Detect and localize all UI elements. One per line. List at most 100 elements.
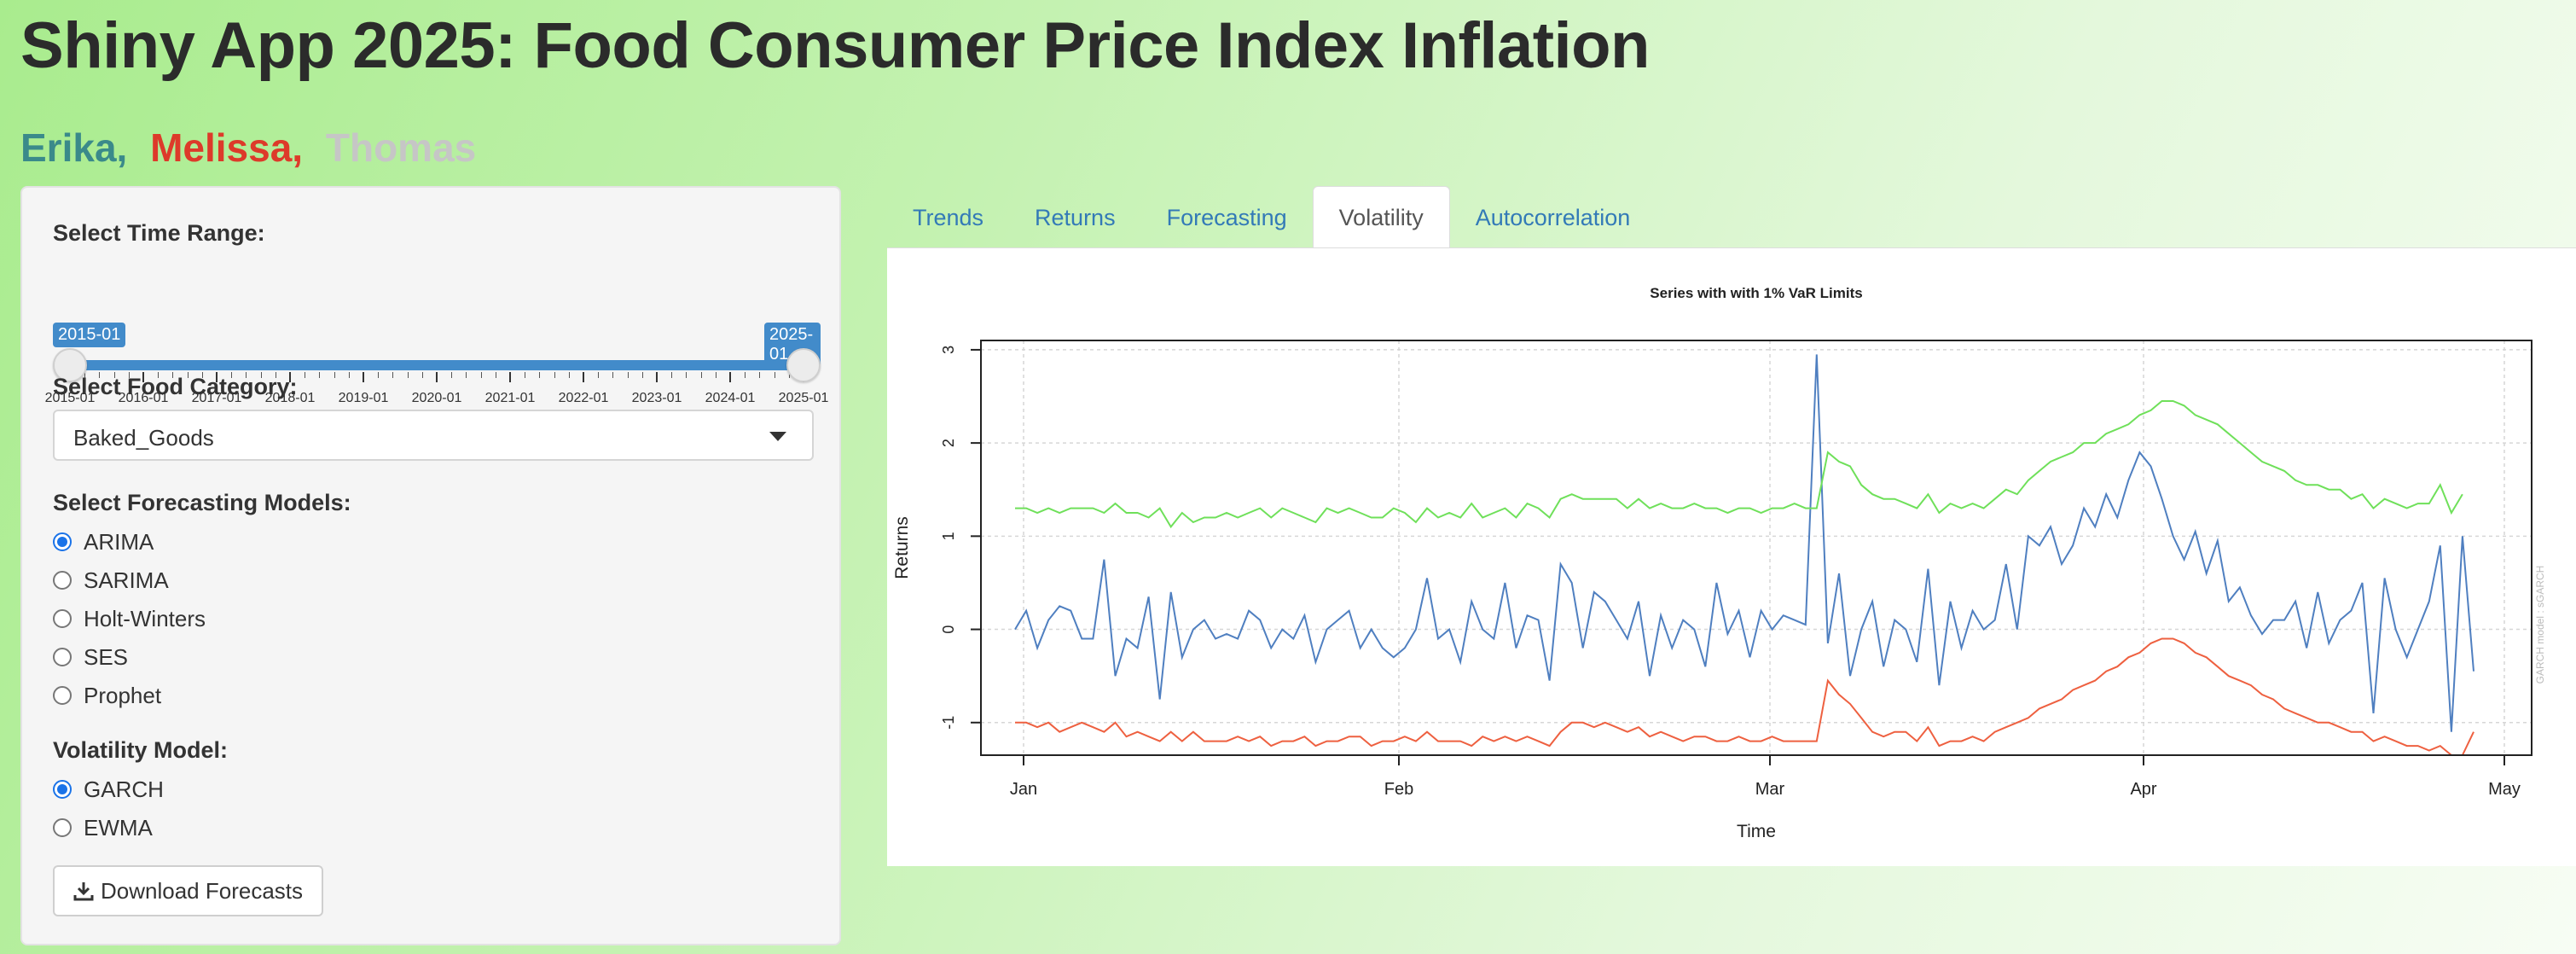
volatility-label: Volatility Model: (53, 737, 229, 763)
slider-tick-label: 2021-01 (484, 391, 536, 405)
slider-minor-tick (671, 372, 673, 378)
slider-minor-tick (421, 372, 423, 378)
tab-autocorrelation[interactable]: Autocorrelation (1475, 204, 1631, 230)
slider-minor-tick (480, 372, 482, 378)
volatility-radio-garch[interactable]: GARCH (53, 772, 164, 806)
radio-button[interactable] (53, 818, 72, 837)
slider-minor-tick (700, 372, 702, 378)
plot-frame (980, 340, 2532, 756)
tab-bar: Trends Returns Forecasting Volatility Au… (887, 186, 1656, 249)
x-tick-label: Mar (1755, 780, 1785, 799)
slider-minor-tick (334, 372, 335, 378)
slider-minor-tick (598, 372, 600, 378)
slider-tick-label: 2016-01 (118, 391, 169, 405)
model-radio-holt-winters[interactable]: Holt-Winters (53, 602, 206, 636)
x-tick-label: Jan (1010, 780, 1037, 799)
radio-button[interactable] (53, 686, 72, 705)
slider-minor-tick (99, 372, 101, 378)
slider-tick-label: 2023-01 (631, 391, 682, 405)
radio-label: SES (84, 643, 129, 670)
slider-minor-tick (686, 372, 688, 378)
slider-track[interactable] (70, 360, 804, 370)
slider-minor-tick (451, 372, 453, 378)
slider-minor-tick (319, 372, 321, 378)
slider-minor-tick (187, 372, 189, 378)
sidebar-panel: Select Time Range: 2015-01 2025-01 2015-… (20, 186, 841, 945)
time-range-label: Select Time Range: (53, 220, 265, 246)
slider-tick (509, 372, 511, 382)
radio-button[interactable] (53, 648, 72, 666)
slider-minor-tick (231, 372, 233, 378)
radio-label: ARIMA (84, 528, 154, 555)
volatility-chart: -1 0 1 2 3 Jan Feb Mar Apr May Series with with 1%… (892, 285, 2546, 841)
series-line (1015, 637, 2474, 756)
radio-label: GARCH (84, 776, 164, 802)
slider-minor-tick (158, 372, 160, 378)
y-tick-label: 1 (940, 532, 957, 540)
y-tick-label: -1 (940, 716, 957, 730)
tab-forecasting[interactable]: Forecasting (1166, 204, 1287, 230)
models-label: Select Forecasting Models: (53, 490, 351, 515)
download-label: Download Forecasts (101, 877, 303, 904)
model-radio-arima[interactable]: ARIMA (53, 525, 154, 559)
series-line (1015, 400, 2463, 529)
slider-minor-tick (128, 372, 130, 378)
series-line (1014, 354, 2474, 732)
slider-handle-from[interactable] (53, 348, 87, 382)
radio-button[interactable] (53, 780, 72, 799)
slider-tick (729, 372, 731, 382)
model-radio-sarima[interactable]: SARIMA (53, 563, 169, 597)
time-range-slider[interactable]: 2015-01 2025-01 2015-01 2016-01 2017-01 201… (45, 256, 828, 405)
chart-title: Series with with 1% VaR Limits (1650, 285, 1862, 301)
y-axis-label: Returns (892, 516, 912, 579)
slider-minor-tick (172, 372, 174, 378)
y-tick-label: 3 (940, 346, 957, 354)
model-watermark: GARCH model : sGARCH (2534, 566, 2546, 684)
radio-button[interactable] (53, 532, 72, 551)
slider-minor-tick (84, 372, 86, 378)
slider-minor-tick (759, 372, 761, 378)
slider-handle-to[interactable] (786, 348, 821, 382)
slider-minor-tick (201, 372, 203, 378)
x-tick-label: Feb (1384, 780, 1413, 799)
slider-tick (216, 372, 218, 382)
slider-minor-tick (568, 372, 570, 378)
slider-tick (289, 372, 291, 382)
slider-tick-label: 2018-01 (264, 391, 316, 405)
slider-minor-tick (113, 372, 115, 378)
radio-label: EWMA (84, 814, 153, 841)
slider-tick-label: 2017-01 (191, 391, 242, 405)
category-select[interactable]: Baked_Goods (53, 410, 814, 461)
slider-minor-tick (641, 372, 643, 378)
model-radio-ses[interactable]: SES (53, 640, 128, 674)
radio-button[interactable] (53, 571, 72, 590)
volatility-panel: -1 0 1 2 3 Jan Feb Mar Apr May Series with with 1%… (887, 247, 2576, 866)
slider-minor-tick (539, 372, 541, 378)
slider-tick (142, 372, 144, 382)
model-radio-prophet[interactable]: Prophet (53, 678, 161, 713)
slider-tick-label: 2019-01 (338, 391, 389, 405)
tab-volatility[interactable]: Volatility (1312, 186, 1450, 249)
download-icon (73, 882, 94, 901)
slider-tick (363, 372, 364, 382)
author-name: Erika, (20, 125, 128, 170)
slider-minor-tick (715, 372, 717, 378)
x-tick-label: Apr (2130, 780, 2156, 799)
category-value: Baked_Goods (73, 425, 214, 451)
x-tick-label: May (2488, 780, 2521, 799)
slider-minor-tick (378, 372, 380, 378)
author-name: Thomas (325, 125, 477, 170)
slider-tick-label: 2020-01 (411, 391, 462, 405)
tab-trends[interactable]: Trends (913, 204, 984, 230)
slider-tick (656, 372, 658, 382)
category-label: Select Food Category: (53, 374, 298, 399)
slider-tick (436, 372, 438, 382)
download-forecasts-button[interactable]: Download Forecasts (53, 865, 323, 916)
radio-button[interactable] (53, 609, 72, 628)
volatility-radio-ewma[interactable]: EWMA (53, 811, 153, 845)
slider-minor-tick (554, 372, 555, 378)
tab-returns[interactable]: Returns (1035, 204, 1116, 230)
radio-label: SARIMA (84, 567, 169, 593)
slider-minor-tick (612, 372, 614, 378)
radio-label: Holt-Winters (84, 605, 206, 631)
